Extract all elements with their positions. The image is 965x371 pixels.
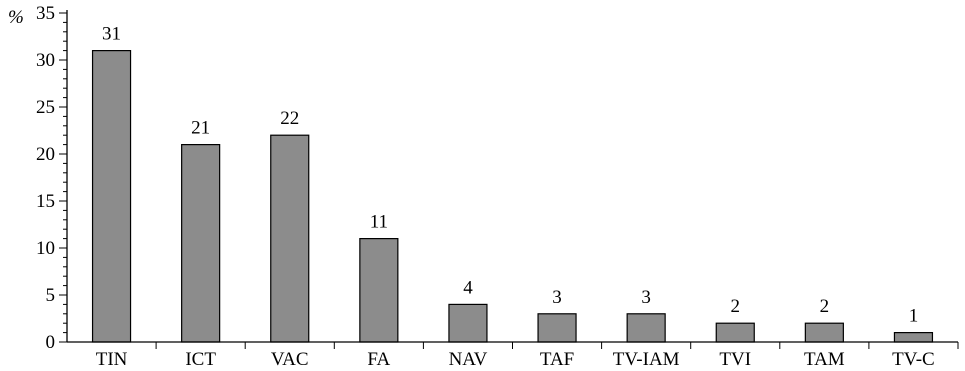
y-tick-label: 35: [36, 3, 55, 24]
bar-taf: [537, 313, 577, 343]
y-tick-label: 20: [36, 144, 55, 165]
x-axis-labels: TIN ICT VAC FA NAV TAF TV-IAM TVI TAM TV-C: [96, 342, 959, 370]
x-tick-label: TIN: [96, 349, 128, 370]
y-tick-label: 10: [36, 238, 55, 259]
x-tick-label: VAC: [271, 349, 309, 370]
x-tick-label: TVI: [719, 349, 751, 370]
bar-tam: [804, 322, 844, 343]
x-tick-label: NAV: [449, 349, 488, 370]
bar-tv-iam: [626, 313, 666, 343]
bar-tin: [91, 49, 132, 343]
x-tick-label: TV-C: [892, 349, 935, 370]
y-tick-label: 15: [36, 191, 55, 212]
data-label: 2: [820, 296, 830, 317]
bar-nav: [448, 303, 488, 343]
data-label: 4: [463, 277, 473, 298]
x-tick-label: FA: [367, 349, 390, 370]
data-label: 11: [370, 212, 388, 233]
bar-tvi: [715, 322, 755, 343]
x-tick-label: TV-IAM: [613, 349, 680, 370]
bar-vac: [270, 134, 310, 343]
y-tick-label: 0: [46, 332, 56, 353]
data-label: 2: [731, 296, 741, 317]
y-tick-label: 5: [46, 285, 56, 306]
y-tick-label: 25: [36, 97, 55, 118]
y-axis-label: %: [8, 7, 24, 28]
x-tick-label: ICT: [185, 349, 216, 370]
x-tick-label: TAF: [540, 349, 574, 370]
bar-tv-c: [893, 332, 934, 343]
y-tick-label: 30: [36, 50, 55, 71]
bar-fa: [359, 238, 399, 343]
data-label: 21: [191, 118, 210, 139]
bar-ict: [181, 144, 221, 343]
data-label: 31: [102, 24, 121, 45]
bars: [91, 49, 934, 343]
y-axis: 0 5 10 15 20 25 30 35: [36, 3, 67, 353]
data-label: 1: [909, 306, 919, 327]
data-label: 22: [280, 108, 299, 129]
data-label: 3: [552, 287, 562, 308]
data-label: 3: [641, 287, 651, 308]
x-tick-label: TAM: [804, 349, 845, 370]
